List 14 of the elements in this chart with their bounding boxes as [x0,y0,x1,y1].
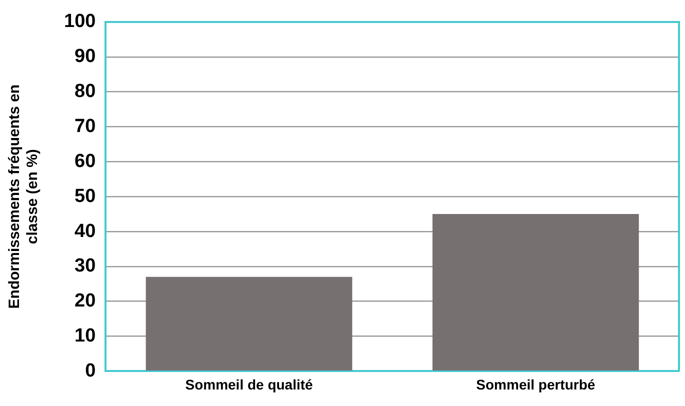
y-tick-label: 20 [74,290,96,312]
y-tick-label: 70 [74,116,96,137]
y-tick-label: 100 [64,11,96,32]
y-axis-title: Endormissements fréquents en classe (en %) [6,84,42,309]
y-tick-label: 0 [85,360,96,382]
y-tick-label: 90 [74,46,96,68]
y-tick-label: 30 [74,256,96,277]
y-tick-label: 10 [74,326,96,347]
y-tick-label: 40 [74,220,96,242]
y-tick-label: 80 [74,81,96,102]
y-tick-label: 50 [74,186,96,207]
x-tick-label: Sommeil de qualité [185,376,314,392]
y-tick-label: 60 [74,150,96,172]
x-tick-label: Sommeil perturbé [476,376,596,392]
